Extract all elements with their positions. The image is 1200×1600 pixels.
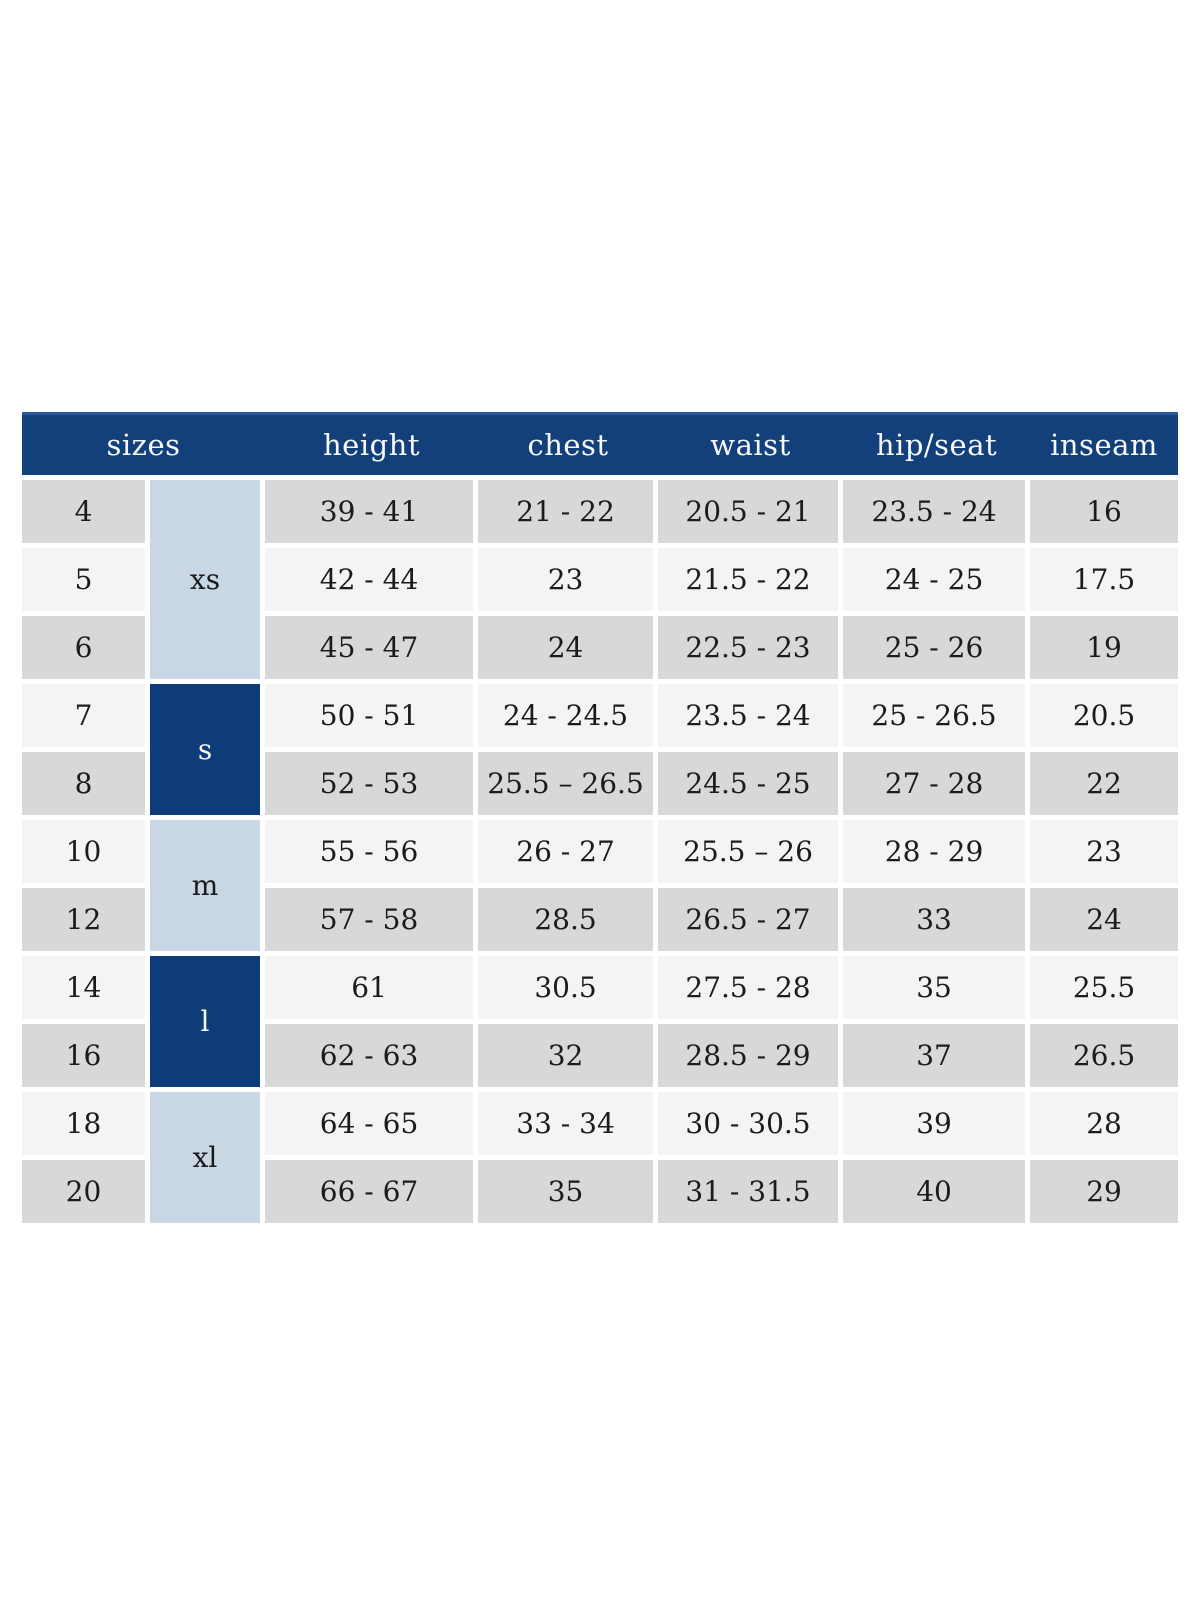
- size-group-cell-m: m: [150, 820, 266, 956]
- hip-seat-cell: 33: [843, 888, 1031, 956]
- size-cell: 7: [22, 684, 150, 752]
- hip-seat-cell: 25 - 26.5: [843, 684, 1031, 752]
- waist-cell: 21.5 - 22: [658, 548, 844, 616]
- size-group-cell-l: l: [150, 956, 266, 1092]
- table-row: 20 66 - 67 35 31 - 31.5 40 29: [22, 1160, 1179, 1223]
- size-cell: 6: [22, 616, 150, 684]
- waist-cell: 24.5 - 25: [658, 752, 844, 820]
- table-row: 6 45 - 47 24 22.5 - 23 25 - 26 19: [22, 616, 1179, 684]
- column-header-sizes: sizes: [22, 412, 266, 480]
- inseam-cell: 20.5: [1030, 684, 1179, 752]
- chest-cell: 24 - 24.5: [478, 684, 659, 752]
- size-group-cell-xl: xl: [150, 1092, 266, 1223]
- height-cell: 64 - 65: [265, 1092, 479, 1160]
- table-row: 14 l 61 30.5 27.5 - 28 35 25.5: [22, 956, 1179, 1092]
- header-row: sizes height chest waist hip/seat inseam: [22, 412, 1179, 480]
- hip-seat-cell: 24 - 25: [843, 548, 1031, 616]
- column-header-waist: waist: [658, 412, 844, 480]
- table-row: 18 xl 64 - 65 33 - 34 30 - 30.5 39 28: [22, 1092, 1179, 1223]
- height-cell: 52 - 53: [265, 752, 479, 820]
- column-header-inseam: inseam: [1030, 412, 1179, 480]
- size-cell: 14: [22, 956, 150, 1024]
- inseam-cell: 24: [1030, 888, 1179, 956]
- table-row: 7 s 50 - 51 24 - 24.5 23.5 - 24 25 - 26.…: [22, 684, 1179, 820]
- hip-seat-cell: 27 - 28: [843, 752, 1031, 820]
- table-row: 16 62 - 63 32 28.5 - 29 37 26.5: [22, 1024, 1179, 1092]
- inseam-cell: 19: [1030, 616, 1179, 684]
- height-cell: 39 - 41: [265, 480, 479, 548]
- waist-cell: 31 - 31.5: [658, 1160, 844, 1223]
- hip-seat-cell: 23.5 - 24: [843, 480, 1031, 548]
- chest-cell: 35: [478, 1160, 659, 1223]
- height-cell: 57 - 58: [265, 888, 479, 956]
- height-cell: 55 - 56: [265, 820, 479, 888]
- inseam-cell: 23: [1030, 820, 1179, 888]
- table-row: 8 52 - 53 25.5 – 26.5 24.5 - 25 27 - 28 …: [22, 752, 1179, 820]
- chest-cell: 33 - 34: [478, 1092, 659, 1160]
- column-header-chest: chest: [478, 412, 659, 480]
- size-cell: 5: [22, 548, 150, 616]
- inseam-cell: 25.5: [1030, 956, 1179, 1024]
- chest-cell: 21 - 22: [478, 480, 659, 548]
- table-row: 4 xs 39 - 41 21 - 22 20.5 - 21 23.5 - 24…: [22, 480, 1179, 684]
- chest-cell: 32: [478, 1024, 659, 1092]
- inseam-cell: 16: [1030, 480, 1179, 548]
- hip-seat-cell: 39: [843, 1092, 1031, 1160]
- chest-cell: 30.5: [478, 956, 659, 1024]
- hip-seat-cell: 25 - 26: [843, 616, 1031, 684]
- inseam-cell: 17.5: [1030, 548, 1179, 616]
- height-cell: 62 - 63: [265, 1024, 479, 1092]
- size-cell: 18: [22, 1092, 150, 1160]
- column-header-height: height: [265, 412, 479, 480]
- chest-cell: 25.5 – 26.5: [478, 752, 659, 820]
- chest-cell: 23: [478, 548, 659, 616]
- waist-cell: 25.5 – 26: [658, 820, 844, 888]
- inseam-cell: 28: [1030, 1092, 1179, 1160]
- waist-cell: 20.5 - 21: [658, 480, 844, 548]
- waist-cell: 26.5 - 27: [658, 888, 844, 956]
- size-group-cell-s: s: [150, 684, 266, 820]
- height-cell: 66 - 67: [265, 1160, 479, 1223]
- size-cell: 8: [22, 752, 150, 820]
- table-row: 10 m 55 - 56 26 - 27 25.5 – 26 28 - 29 2…: [22, 820, 1179, 956]
- height-cell: 45 - 47: [265, 616, 479, 684]
- height-cell: 61: [265, 956, 479, 1024]
- size-cell: 4: [22, 480, 150, 548]
- size-cell: 16: [22, 1024, 150, 1092]
- height-cell: 42 - 44: [265, 548, 479, 616]
- size-cell: 10: [22, 820, 150, 888]
- chest-cell: 28.5: [478, 888, 659, 956]
- size-cell: 12: [22, 888, 150, 956]
- hip-seat-cell: 35: [843, 956, 1031, 1024]
- hip-seat-cell: 40: [843, 1160, 1031, 1223]
- size-cell: 20: [22, 1160, 150, 1223]
- hip-seat-cell: 37: [843, 1024, 1031, 1092]
- waist-cell: 30 - 30.5: [658, 1092, 844, 1160]
- chest-cell: 26 - 27: [478, 820, 659, 888]
- column-header-hip-seat: hip/seat: [843, 412, 1031, 480]
- size-chart-table: sizes height chest waist hip/seat inseam…: [22, 412, 1179, 1223]
- table-row: 5 42 - 44 23 21.5 - 22 24 - 25 17.5: [22, 548, 1179, 616]
- size-group-cell-xs: xs: [150, 480, 266, 684]
- waist-cell: 22.5 - 23: [658, 616, 844, 684]
- waist-cell: 28.5 - 29: [658, 1024, 844, 1092]
- hip-seat-cell: 28 - 29: [843, 820, 1031, 888]
- waist-cell: 23.5 - 24: [658, 684, 844, 752]
- waist-cell: 27.5 - 28: [658, 956, 844, 1024]
- inseam-cell: 26.5: [1030, 1024, 1179, 1092]
- height-cell: 50 - 51: [265, 684, 479, 752]
- chest-cell: 24: [478, 616, 659, 684]
- inseam-cell: 22: [1030, 752, 1179, 820]
- inseam-cell: 29: [1030, 1160, 1179, 1223]
- table-row: 12 57 - 58 28.5 26.5 - 27 33 24: [22, 888, 1179, 956]
